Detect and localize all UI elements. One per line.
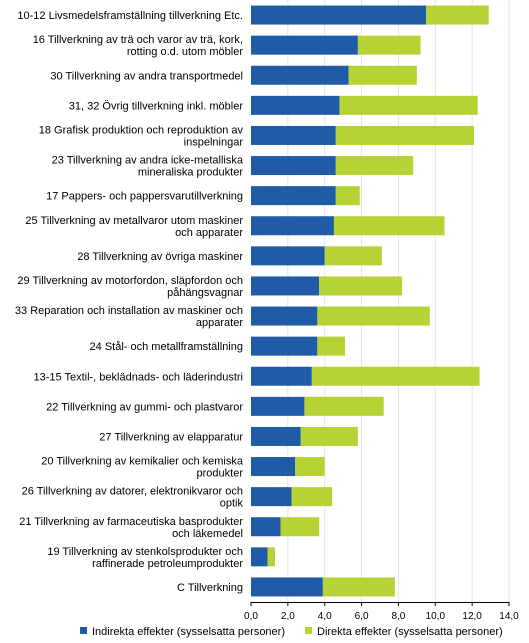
x-tick-label: 12,0 — [462, 611, 482, 622]
bar-indirect — [251, 156, 336, 176]
category-label: C Tillverkning — [177, 582, 243, 594]
category-label: 30 Tillverkning av andra transportmedel — [50, 70, 243, 82]
bar-direct — [319, 276, 403, 296]
legend-swatch-direct — [305, 627, 312, 634]
bar-indirect — [251, 125, 336, 145]
legend-label-direct: Direkta effekter (sysselsatta personer) — [317, 626, 503, 638]
bar-indirect — [251, 517, 281, 537]
category-label: 16 Tillverkning av trä och varor av trä,… — [33, 34, 244, 58]
x-tick-label: 0,0 — [244, 611, 258, 622]
bar-indirect — [251, 487, 292, 507]
category-label: 24 Stål- och metallframställning — [90, 341, 243, 353]
bars-group — [251, 5, 489, 597]
bar-indirect — [251, 276, 320, 296]
bar-direct — [300, 426, 358, 446]
category-label: 21 Tillverkning av farmaceutiska basprod… — [19, 516, 243, 540]
bar-indirect — [251, 5, 427, 25]
legend: Indirekta effekter (sysselsatta personer… — [80, 626, 503, 638]
bar-direct — [322, 577, 395, 597]
x-tick-label: 8,0 — [391, 611, 405, 622]
bar-direct — [333, 216, 445, 236]
bar-direct — [317, 336, 345, 356]
category-label: 18 Grafisk produktion och reproduktion a… — [39, 124, 244, 148]
x-tick-label: 6,0 — [355, 611, 369, 622]
category-label: 25 Tillverkning av metallvaror utom mask… — [25, 215, 243, 239]
bar-direct — [335, 186, 360, 206]
bar-direct — [335, 156, 414, 176]
x-tick-label: 10,0 — [426, 611, 446, 622]
bar-indirect — [251, 246, 325, 266]
bar-direct — [335, 125, 474, 145]
bar-direct — [291, 487, 333, 507]
category-label: 10-12 Livsmedelsframställning tillverkni… — [17, 10, 243, 22]
category-label: 19 Tillverkning av stenkolsprodukter och… — [47, 546, 243, 570]
bar-indirect — [251, 426, 301, 446]
bar-indirect — [251, 186, 336, 206]
category-label: 31, 32 Övrig tillverkning inkl. möbler — [69, 100, 244, 112]
bar-direct — [324, 246, 382, 266]
bar-indirect — [251, 95, 340, 115]
x-tick-label: 2,0 — [281, 611, 295, 622]
category-label: 17 Pappers- och pappersvarutillverkning — [46, 191, 243, 203]
bar-indirect — [251, 547, 268, 567]
category-label: 20 Tillverkning av kemikalier och kemisk… — [41, 456, 244, 480]
legend-swatch-indirect — [80, 627, 87, 634]
bar-direct — [304, 396, 384, 416]
bar-direct — [348, 65, 417, 85]
bar-indirect — [251, 65, 349, 85]
bar-indirect — [251, 306, 318, 326]
bar-direct — [339, 95, 478, 115]
bar-indirect — [251, 366, 312, 386]
category-label: 22 Tillverkning av gummi- och plastvaror — [46, 401, 243, 413]
category-label: 29 Tillverkning av motorfordon, släpford… — [17, 275, 243, 299]
category-label: 13-15 Textil-, beklädnads- och läderindu… — [33, 371, 243, 383]
bar-direct — [317, 306, 430, 326]
bar-direct — [280, 517, 320, 537]
bar-direct — [311, 366, 480, 386]
category-label: 28 Tillverkning av övriga maskiner — [77, 251, 243, 263]
category-label: 33 Reparation och installation av maskin… — [15, 305, 243, 329]
bar-indirect — [251, 457, 296, 477]
legend-label-indirect: Indirekta effekter (sysselsatta personer… — [92, 626, 285, 638]
bar-indirect — [251, 35, 358, 55]
bar-indirect — [251, 577, 323, 597]
bar-indirect — [251, 396, 305, 416]
bar-direct — [426, 5, 489, 25]
category-labels: 10-12 Livsmedelsframställning tillverkni… — [15, 10, 244, 594]
category-label: 26 Tillverkning av datorer, elektronikva… — [22, 486, 244, 510]
x-axis: 0,0 2,0 4,0 6,0 8,0 10,0 12,0 14,0 — [244, 602, 519, 622]
bar-indirect — [251, 216, 334, 236]
bar-indirect — [251, 336, 318, 356]
bar-direct — [357, 35, 421, 55]
bar-direct — [295, 457, 325, 477]
x-tick-label: 4,0 — [318, 611, 332, 622]
category-label: 27 Tillverkning av elapparatur — [99, 431, 243, 443]
grid-lines — [287, 0, 510, 602]
category-label: 23 Tillverkning av andra icke-metalliska… — [52, 155, 244, 179]
bar-direct — [267, 547, 275, 567]
x-tick-label: 14,0 — [499, 611, 519, 622]
